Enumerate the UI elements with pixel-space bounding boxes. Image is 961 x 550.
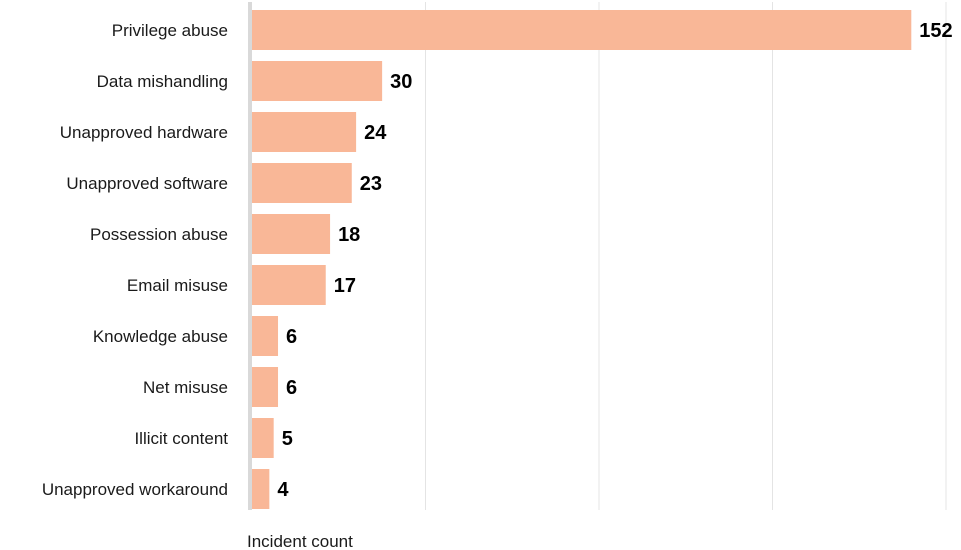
- bar: [252, 469, 270, 509]
- bar: [252, 214, 331, 254]
- value-label: 5: [282, 428, 293, 450]
- value-label: 18: [338, 224, 360, 246]
- y-axis-line: [248, 2, 252, 510]
- category-label: Illicit content: [134, 429, 228, 448]
- value-label: 4: [277, 479, 289, 501]
- value-label: 6: [286, 326, 297, 348]
- category-label: Knowledge abuse: [93, 327, 228, 346]
- grid-lines: [425, 2, 947, 510]
- value-label: 6: [286, 377, 297, 399]
- category-label: Data mishandling: [97, 72, 228, 91]
- value-labels: 152 30 24 23 18 17 6 6 5 4: [277, 20, 952, 501]
- value-label: 23: [360, 173, 382, 195]
- x-axis-title: Incident count: [247, 532, 353, 550]
- bar: [252, 418, 274, 458]
- bar: [252, 367, 279, 407]
- category-labels: Privilege abuse Data mishandling Unapprove…: [42, 21, 228, 499]
- value-label: 17: [334, 275, 356, 297]
- bar: [252, 316, 279, 356]
- category-label: Net misuse: [143, 378, 228, 397]
- bar: [252, 61, 383, 101]
- value-label: 30: [390, 71, 412, 93]
- bar: [252, 163, 352, 203]
- bar: [252, 265, 326, 305]
- bar: [252, 112, 357, 152]
- category-label: Unapproved workaround: [42, 480, 228, 499]
- category-label: Privilege abuse: [112, 21, 228, 40]
- category-label: Possession abuse: [90, 225, 228, 244]
- value-label: 24: [364, 122, 387, 144]
- bar: [252, 10, 912, 50]
- category-label: Unapproved hardware: [60, 123, 228, 142]
- value-label: 152: [919, 20, 952, 42]
- category-label: Unapproved software: [66, 174, 228, 193]
- bars: [252, 10, 912, 509]
- category-label: Email misuse: [127, 276, 228, 295]
